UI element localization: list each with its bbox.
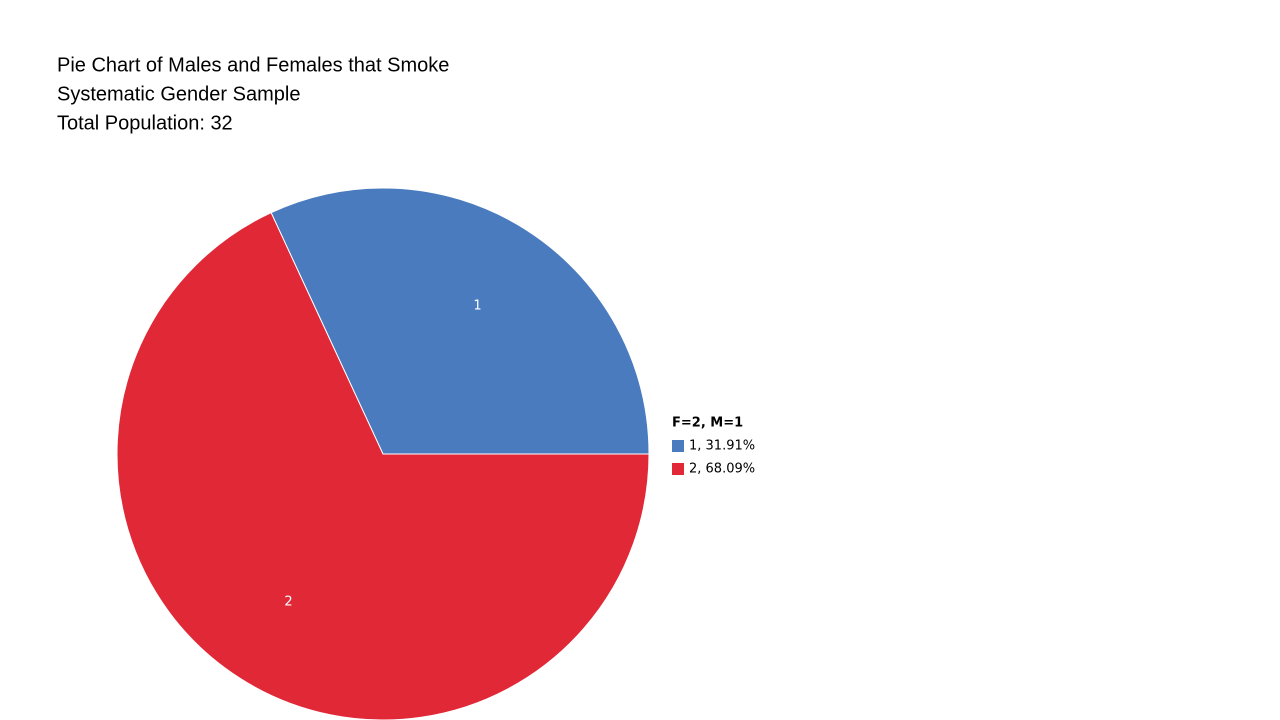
pie-slice xyxy=(270,187,650,455)
annotation: Total Population: 32 xyxy=(57,112,233,134)
slice-label: 1 xyxy=(473,299,481,314)
pie-slice xyxy=(116,212,650,720)
legend-swatch xyxy=(672,440,684,452)
legend-title: F=2, M=1 xyxy=(672,416,743,431)
legend-label: 1, 31.91% xyxy=(689,439,755,454)
legend-label: 2, 68.09% xyxy=(689,462,755,477)
chart-subtitle: Systematic Gender Sample xyxy=(57,83,300,105)
slice-label: 2 xyxy=(284,594,292,609)
legend-swatch xyxy=(672,463,684,475)
chart-title: Pie Chart of Males and Females that Smok… xyxy=(57,54,449,76)
